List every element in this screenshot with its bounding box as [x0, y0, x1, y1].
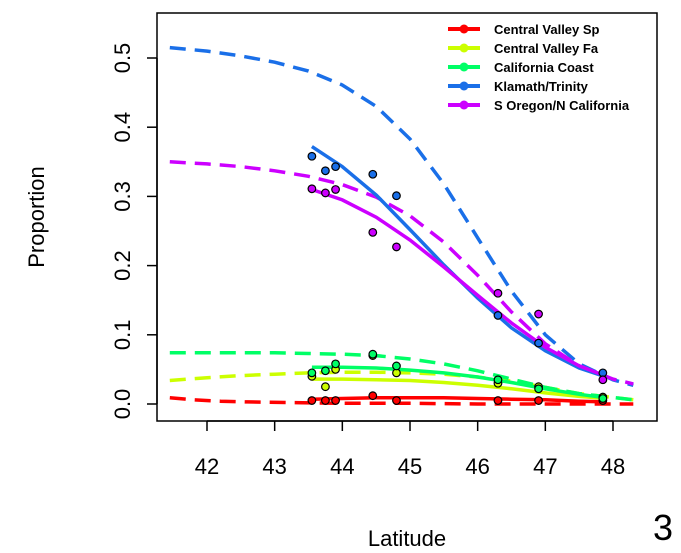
point-klamath-trinity-2 [331, 162, 340, 172]
legend-marker-s-oregon-n-california [459, 100, 469, 110]
point-central-valley-sp-3 [368, 391, 378, 401]
x-tick-label-43: 43 [262, 454, 286, 479]
point-california-coast-1 [321, 366, 330, 376]
point-central-valley-sp-4 [392, 396, 401, 405]
solid-curves [310, 145, 607, 404]
legend-label-central-valley-sp: Central Valley Sp [494, 22, 600, 37]
y-tick-label-0-2: 0.2 [110, 250, 135, 281]
dashed-curve-central-valley-sp [169, 396, 634, 406]
x-tick-label-48: 48 [601, 454, 625, 479]
point-s-oregon-n-california-7 [598, 375, 608, 385]
point-klamath-trinity-4 [392, 191, 401, 201]
x-tick-label-46: 46 [465, 454, 489, 479]
legend-marker-klamath-trinity [459, 81, 469, 91]
x-tick-label-45: 45 [398, 454, 422, 479]
point-central-valley-sp-0 [307, 396, 317, 405]
point-central-valley-sp-2 [331, 396, 340, 405]
point-s-oregon-n-california-0 [307, 184, 317, 194]
point-central-valley-sp-5 [493, 396, 503, 405]
x-tick-label-42: 42 [195, 454, 219, 479]
point-california-coast-0 [307, 368, 317, 378]
y-tick-label-0-5: 0.5 [110, 43, 135, 74]
data-points [307, 151, 608, 405]
solid-curve-s-oregon-n-california [311, 187, 607, 378]
point-klamath-trinity-3 [368, 169, 378, 179]
point-klamath-trinity-0 [307, 151, 317, 161]
dashed-curve-klamath-trinity [169, 45, 634, 387]
panel-number: 3 [653, 507, 673, 548]
point-california-coast-5 [493, 375, 503, 385]
y-tick-label-0-4: 0.4 [110, 112, 135, 143]
point-s-oregon-n-california-3 [368, 227, 378, 237]
point-klamath-trinity-6 [534, 338, 543, 348]
dashed-curve-california-coast [169, 351, 634, 402]
x-tick-label-47: 47 [533, 454, 557, 479]
point-s-oregon-n-california-5 [493, 288, 503, 298]
legend-marker-central-valley-sp [459, 24, 469, 34]
y-tick-label-0-3: 0.3 [110, 181, 135, 212]
point-california-coast-4 [392, 361, 401, 371]
solid-curve-klamath-trinity [310, 145, 607, 379]
solid-curve-california-coast [311, 365, 607, 400]
legend-marker-central-valley-fa [459, 43, 469, 53]
legend-label-central-valley-fa: Central Valley Fa [494, 41, 599, 56]
point-california-coast-2 [331, 359, 340, 369]
y-axis-title: Proportion [24, 166, 49, 268]
legend-label-california-coast: California Coast [494, 60, 594, 75]
x-axis-title: Latitude [368, 526, 446, 551]
legend: Central Valley Sp Central Valley Fa Califo… [448, 22, 630, 113]
point-california-coast-7 [598, 394, 608, 403]
point-california-coast-6 [534, 384, 543, 394]
y-tick-label-0-1: 0.1 [110, 320, 135, 351]
point-s-oregon-n-california-4 [392, 242, 401, 252]
legend-marker-california-coast [459, 62, 469, 72]
point-california-coast-3 [368, 349, 378, 359]
point-central-valley-sp-6 [534, 396, 543, 405]
point-s-oregon-n-california-2 [331, 185, 340, 194]
x-axis: 42 43 44 45 46 47 48 [195, 420, 625, 479]
point-klamath-trinity-5 [493, 311, 503, 320]
solid-curve-central-valley-fa [311, 377, 607, 401]
point-klamath-trinity-1 [321, 166, 330, 176]
x-tick-label-44: 44 [330, 454, 354, 479]
point-central-valley-fa-1 [321, 382, 330, 392]
legend-label-s-oregon-n-california: S Oregon/N California [494, 98, 630, 113]
solid-curve-central-valley-sp [311, 396, 607, 404]
legend-label-klamath-trinity: Klamath/Trinity [494, 79, 589, 94]
y-axis: 0.0 0.1 0.2 0.3 0.4 0.5 [110, 43, 158, 420]
y-tick-label-0: 0.0 [110, 389, 135, 420]
point-s-oregon-n-california-6 [534, 309, 543, 319]
point-central-valley-sp-1 [321, 396, 330, 405]
point-s-oregon-n-california-1 [321, 188, 330, 198]
dashed-curve-central-valley-fa [169, 370, 634, 402]
